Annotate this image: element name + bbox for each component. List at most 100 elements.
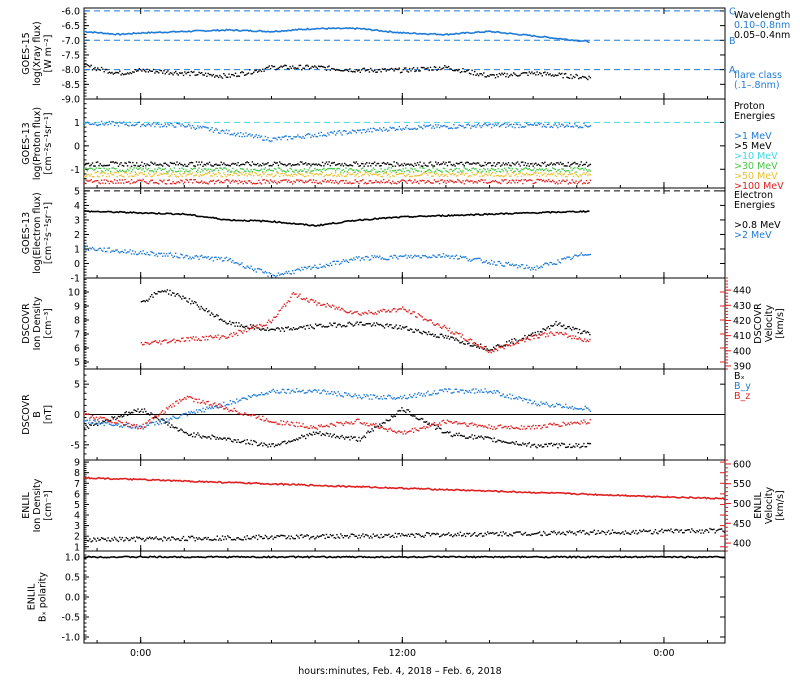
series-point (228, 437, 230, 439)
series-point (197, 256, 199, 258)
series-point (87, 422, 90, 424)
series-point (233, 181, 235, 183)
series-point (175, 164, 177, 166)
series-point (294, 164, 296, 166)
series-point (247, 173, 250, 175)
series-point (181, 123, 183, 125)
series-point (428, 394, 430, 396)
series-point (506, 172, 508, 174)
series-point (150, 412, 152, 414)
series-point (205, 335, 208, 338)
series-point (273, 390, 276, 393)
series-point (480, 165, 482, 167)
series-point (126, 168, 129, 170)
series-point (220, 167, 222, 169)
series-point (175, 182, 177, 185)
series-point (254, 171, 256, 174)
series-point (477, 74, 480, 77)
series-point (329, 262, 332, 264)
series-point (310, 179, 312, 181)
series-point (470, 391, 472, 394)
series-point (358, 436, 360, 439)
series-point (357, 181, 359, 183)
series-point (146, 251, 148, 254)
series-point (580, 252, 582, 254)
y-tick-label: -5 (71, 440, 80, 451)
series-point (455, 69, 458, 71)
series-point (320, 392, 322, 394)
series-point (133, 124, 135, 127)
series-point (424, 395, 426, 397)
series-point (197, 74, 199, 76)
series-point (339, 309, 341, 311)
series-point (424, 421, 426, 423)
series-point (290, 440, 293, 442)
series-point (499, 347, 501, 349)
series-point (139, 427, 142, 430)
series-point (425, 67, 428, 70)
series-point (178, 339, 180, 342)
series-point (312, 135, 315, 138)
series-point (294, 328, 296, 331)
series-point (559, 404, 562, 406)
series-point (436, 69, 438, 71)
series-point (535, 269, 537, 271)
series-point (245, 443, 247, 445)
series-point (185, 126, 187, 128)
series-point (510, 175, 512, 177)
series-point (147, 300, 149, 302)
series-point (84, 246, 86, 248)
series-point (363, 67, 365, 69)
series-point (331, 422, 333, 425)
series-point (355, 174, 358, 176)
series-point (409, 430, 411, 432)
series-point (552, 445, 554, 447)
series-point (568, 77, 571, 79)
series-point (347, 70, 350, 73)
series-point (164, 73, 166, 75)
series-point (453, 434, 455, 436)
series-point (100, 164, 103, 167)
series-point (490, 349, 492, 351)
series-point (424, 331, 426, 333)
series-point (422, 173, 424, 175)
series-point (562, 443, 564, 445)
series-point (515, 441, 517, 443)
series-point (425, 426, 428, 428)
series-point (454, 181, 456, 183)
series-point (104, 182, 107, 185)
series-point (334, 164, 337, 166)
series-point (485, 426, 488, 428)
series-point (93, 165, 95, 167)
series-point (410, 70, 412, 72)
series-point (389, 324, 391, 326)
series-point (329, 174, 332, 176)
series-point (540, 165, 542, 167)
series-point (333, 424, 335, 426)
series-point (564, 327, 566, 330)
series-point (282, 170, 285, 172)
series-point (485, 124, 488, 126)
series-point (342, 169, 345, 171)
series-point (141, 124, 143, 126)
series-point (337, 163, 339, 165)
series-point (215, 438, 217, 440)
series-point (510, 182, 512, 184)
series-point (194, 436, 196, 438)
series-point (440, 179, 442, 181)
y-tick-label: 4 (74, 201, 80, 212)
series-point (403, 255, 406, 257)
series-point (472, 74, 475, 76)
series-point (554, 334, 556, 336)
series-point (239, 325, 241, 328)
series-point (523, 164, 525, 166)
series-point (493, 350, 495, 353)
series-point (410, 430, 412, 432)
series-point (350, 421, 352, 423)
series-point (324, 390, 326, 392)
series-point (138, 172, 140, 174)
series-point (230, 409, 233, 412)
series-point (132, 169, 134, 171)
series-point (203, 402, 205, 404)
